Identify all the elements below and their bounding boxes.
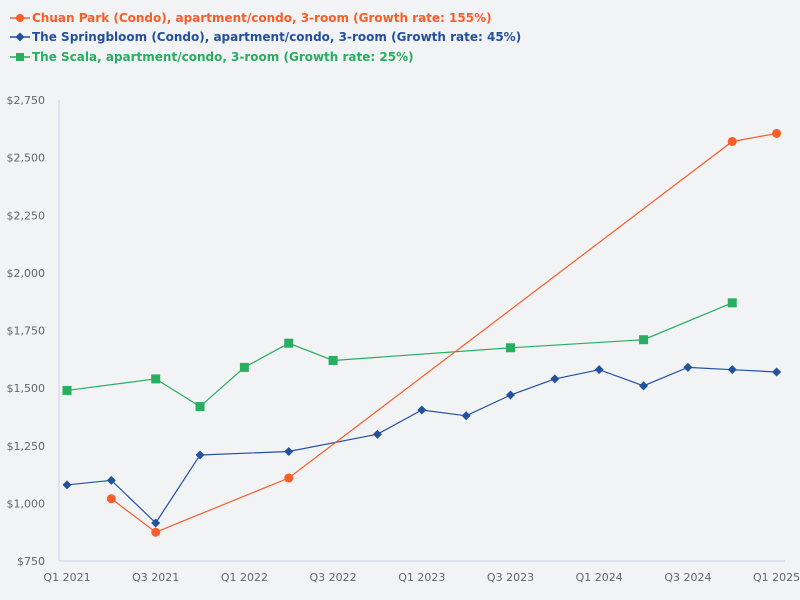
y-tick-label: $1,250	[7, 440, 46, 453]
data-point[interactable]	[151, 518, 161, 528]
legend-item-chuan-park[interactable]: Chuan Park (Condo), apartment/condo, 3-r…	[10, 8, 521, 28]
data-point[interactable]	[195, 450, 205, 460]
x-tick-label: Q3 2024	[664, 571, 711, 584]
y-tick-label: $750	[17, 555, 45, 568]
data-point[interactable]	[639, 335, 649, 345]
data-point[interactable]	[328, 355, 338, 365]
y-tick-label: $2,500	[7, 152, 46, 165]
diamond-marker-icon	[10, 31, 30, 43]
data-point[interactable]	[284, 473, 294, 483]
x-axis: Q1 2021 Q3 2021 Q1 2022 Q3 2022 Q1 2023 Q3 20…	[43, 560, 800, 584]
y-tick-label: $2,250	[7, 209, 46, 222]
square-marker-icon	[10, 51, 30, 63]
plot-area	[62, 128, 782, 537]
y-tick-label: $2,750	[7, 94, 46, 107]
data-point[interactable]	[550, 374, 560, 384]
data-point[interactable]	[594, 365, 604, 375]
y-tick-label: $1,000	[7, 497, 46, 510]
data-point[interactable]	[727, 365, 737, 375]
data-point[interactable]	[506, 390, 515, 400]
legend: Chuan Park (Condo), apartment/condo, 3-r…	[10, 8, 521, 67]
data-point[interactable]	[683, 362, 693, 372]
x-tick-label: Q3 2023	[487, 571, 534, 584]
data-point[interactable]	[727, 298, 737, 308]
x-tick-label: Q1 2022	[221, 571, 268, 584]
series-diamond	[62, 362, 782, 528]
data-point[interactable]	[284, 447, 294, 457]
series-circle	[106, 128, 782, 537]
legend-item-scala[interactable]: The Scala, apartment/condo, 3-room (Grow…	[10, 47, 521, 67]
data-point[interactable]	[639, 381, 649, 391]
data-point[interactable]	[106, 475, 116, 485]
data-point[interactable]	[417, 405, 427, 415]
data-point[interactable]	[239, 362, 249, 372]
legend-item-springbloom[interactable]: The Springbloom (Condo), apartment/condo…	[10, 28, 521, 48]
data-point[interactable]	[62, 480, 72, 490]
data-point[interactable]	[772, 367, 782, 377]
y-tick-label: $1,750	[7, 325, 46, 338]
data-point[interactable]	[727, 136, 737, 146]
data-point[interactable]	[151, 527, 161, 537]
x-tick-label: Q3 2021	[132, 571, 179, 584]
data-point[interactable]	[772, 128, 782, 138]
data-point[interactable]	[195, 402, 205, 412]
data-point[interactable]	[62, 385, 72, 395]
legend-label: The Springbloom (Condo), apartment/condo…	[32, 30, 522, 45]
data-point[interactable]	[461, 411, 471, 421]
x-tick-label: Q1 2021	[43, 571, 90, 584]
data-point[interactable]	[284, 338, 294, 348]
data-point[interactable]	[151, 374, 161, 384]
y-tick-label: $2,000	[7, 267, 46, 280]
x-tick-label: Q1 2024	[576, 571, 623, 584]
y-tick-label: $1,500	[7, 382, 46, 395]
circle-marker-icon	[10, 12, 30, 24]
data-point[interactable]	[372, 429, 382, 439]
data-point[interactable]	[106, 494, 116, 504]
legend-label: Chuan Park (Condo), apartment/condo, 3-r…	[32, 10, 492, 25]
data-point[interactable]	[506, 343, 515, 353]
legend-label: The Scala, apartment/condo, 3-room (Grow…	[32, 49, 414, 64]
y-axis: $750 $1,000 $1,250 $1,500 $1,750 $2,000 $2,250…	[7, 94, 60, 568]
series-square	[62, 298, 737, 412]
x-tick-label: Q1 2023	[398, 571, 445, 584]
x-tick-label: Q1 2025	[753, 571, 800, 584]
x-tick-label: Q3 2022	[310, 571, 357, 584]
